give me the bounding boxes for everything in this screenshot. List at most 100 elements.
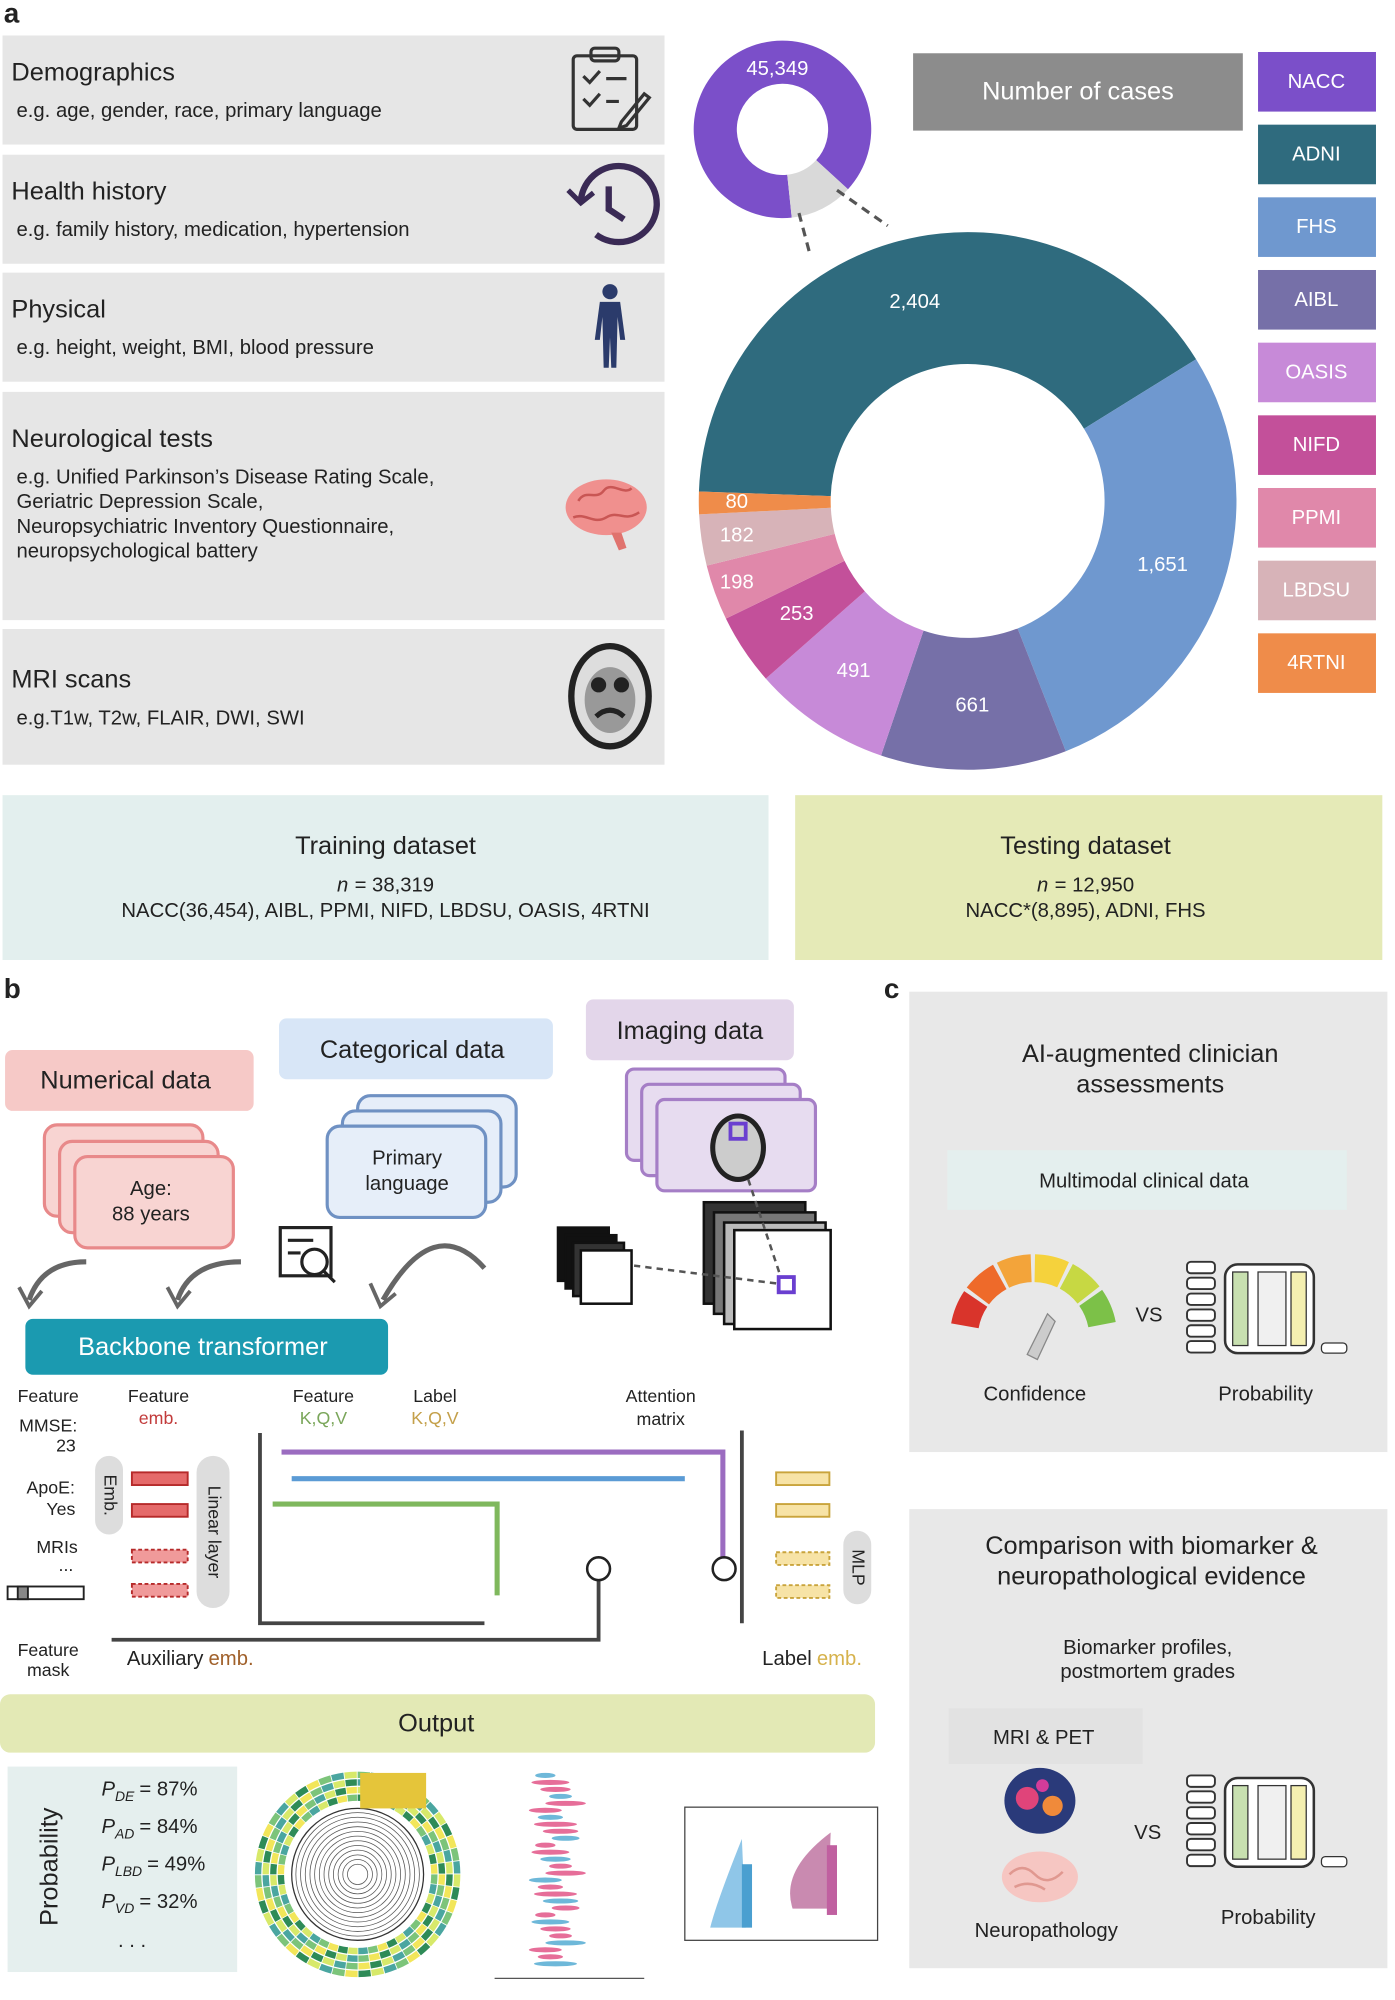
donut-slice [706,533,845,619]
panel-c-title: neuropathological evidence [997,1562,1306,1590]
imaging-box [585,999,794,1061]
legend-box [360,1772,427,1809]
heatmap-cell [439,1897,450,1911]
heatmap-cell [428,1883,437,1895]
heatmap-cell [347,1947,358,1955]
imaging-label: MRI & PET [993,1727,1094,1749]
value: = 32% [139,1891,197,1913]
transformer-diagram [111,1430,744,1642]
feature-item: Yes [46,1499,75,1519]
heatmap-cell [318,1775,332,1786]
heatmap-cell [275,1817,287,1830]
cases-donut: 45,349 2,404 1,651 661 491 253 198 182 80 [693,40,1237,770]
probability-line: PVD = 32% [101,1891,197,1916]
shape [1015,1786,1039,1810]
history-icon [566,162,660,246]
heatmap-cell [407,1931,420,1944]
dendrogram-ring [342,1859,373,1890]
heatmap-cell [430,1863,438,1874]
shape [611,532,627,551]
heatmap-cell [426,1933,440,1947]
violin [549,1863,572,1869]
feature-title: MRI scans [11,666,131,694]
heatmap-cell [304,1798,317,1810]
violin [549,1793,572,1799]
heatmap-cell [422,1821,434,1834]
heatmap-cell [394,1932,407,1944]
heatmap-cell [288,1924,301,1937]
text-part: n [1037,875,1048,897]
dendrogram-ring [309,1826,406,1923]
gauge-segment [996,1254,1032,1288]
shape [17,1282,397,1310]
mri-thumb [710,1113,766,1182]
dendrogram-ring [328,1845,387,1904]
pet-brain [1004,1767,1076,1834]
legend-swatch [1258,415,1376,475]
feature-example: Neuropsychiatric Inventory Questionnaire… [16,516,394,538]
heatmap-cell [432,1840,442,1853]
probability-line: PLBD = 49% [101,1854,205,1879]
prob-bar [1232,1784,1249,1860]
donut-value-label: 2,404 [889,291,940,313]
mask-label: mask [27,1660,70,1680]
heatmap-cell [428,1853,437,1865]
heatmap-cell [412,1937,425,1950]
heatmap-cell [386,1938,398,1948]
heatmap-cell [263,1886,272,1899]
feature-title: Health history [11,177,166,205]
shape [728,1121,748,1141]
prob-slot [1186,1790,1216,1804]
violin [540,1926,571,1932]
heatmap-cell [345,1970,358,1978]
heatmap-cell [331,1967,346,1977]
heatmap-cell [258,1900,269,1914]
heatmap-cell [288,1826,299,1838]
heatmap-cell [410,1919,422,1931]
mask-boxes [6,1585,85,1601]
heatmap-cell [402,1810,414,1822]
probability-more: . . . [118,1930,146,1952]
training-box [2,795,769,961]
box [741,1864,753,1928]
kqv-label: Feature [293,1386,354,1406]
shape [605,186,626,223]
donut-slice [698,232,1197,497]
feature-box [2,629,665,765]
legend-swatch [1258,124,1376,185]
heatmap-cell [434,1908,446,1922]
heatmap-cell [324,1949,337,1959]
shape [130,1548,189,1564]
testing-title: Testing dataset [1000,832,1171,860]
shape [278,1226,333,1278]
pathology-brain [1001,1851,1078,1903]
dendrogram-ring [347,1863,369,1885]
curved-arrows [17,1243,487,1310]
feature-box [2,154,665,264]
heatmap-cell [334,1787,347,1796]
violin [535,1842,556,1848]
heatmap-cell [333,1960,347,1969]
shape [175,1259,241,1301]
text-part: Label [762,1648,812,1670]
prob-slot [1320,1342,1348,1354]
text-part: emb. [817,1648,862,1670]
heatmap-cell [307,1958,321,1970]
heatmap-cell [389,1944,402,1955]
violin [535,1772,556,1778]
heatmap-cell [434,1922,447,1937]
probability-label: Probability [1218,1383,1314,1405]
heatmap-cell [290,1937,304,1950]
emb-label: Emb. [100,1474,120,1515]
heatmap-cell [280,1844,290,1856]
heatmap-cell [313,1793,326,1805]
heatmap-cell [450,1886,460,1901]
legend-label: PPMI [1292,507,1342,529]
legend-label: LBDSU [1283,579,1351,601]
panel-label: a [4,0,20,29]
heatmap-cell [321,1956,335,1967]
shape [589,46,621,63]
heatmap-cell [425,1843,435,1855]
feature-example: e.g. Unified Parkinson’s Disease Rating … [16,466,434,488]
heatmap-cell [283,1835,294,1847]
